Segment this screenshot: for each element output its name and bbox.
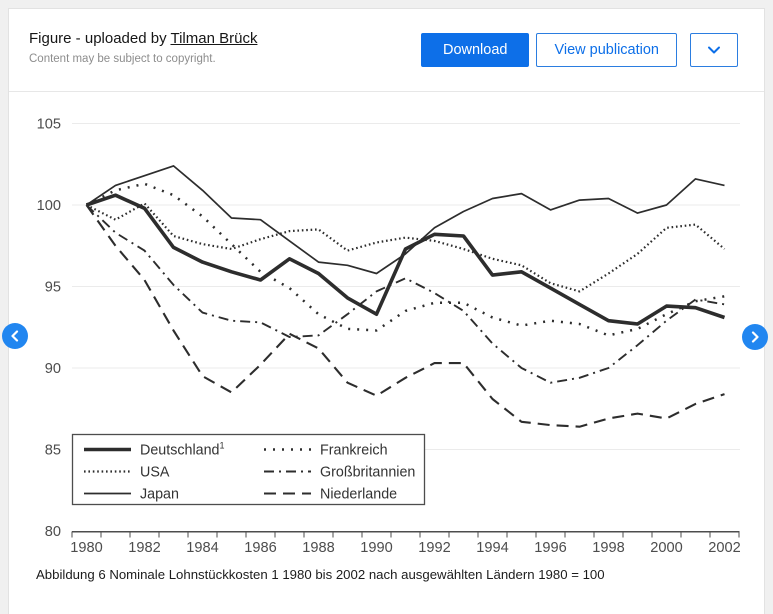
copyright-notice: Content may be subject to copyright.: [29, 53, 216, 65]
more-options-button[interactable]: [690, 33, 738, 67]
x-tick-label-1994: 1994: [476, 540, 508, 556]
y-tick-label-85: 85: [45, 443, 61, 459]
prev-figure-button[interactable]: [2, 323, 28, 349]
x-tick-label-1988: 1988: [302, 540, 334, 556]
unit-labour-cost-line-chart: 80 85 90 95 100 105 1980 1982 1984 1986 1988 1990 19…: [37, 117, 741, 557]
figure-card: Figure - uploaded by Tilman Brück Conten…: [8, 8, 765, 614]
series-line-Deutschland: [85, 193, 726, 326]
figure-caption: Abbildung 6 Nominale Lohnstückkosten 1 1…: [36, 567, 605, 582]
view-publication-button[interactable]: View publication: [536, 33, 677, 67]
x-tick-label-1998: 1998: [592, 540, 624, 556]
y-tick-label-105: 105: [37, 117, 61, 133]
legend-label-USA: USA: [140, 465, 170, 481]
y-tick-label-80: 80: [45, 524, 61, 540]
y-tick-label-100: 100: [37, 198, 61, 214]
legend-box: [71, 433, 426, 506]
figure-title: Figure - uploaded by Tilman Brück: [29, 29, 257, 49]
x-tick-label-1996: 1996: [534, 540, 566, 556]
x-tick-label-1990: 1990: [360, 540, 392, 556]
series-line-Frankreich: [85, 182, 725, 337]
x-tick-label-1984: 1984: [186, 540, 218, 556]
figure-header-text: Figure - uploaded by Tilman Brück Conten…: [29, 29, 257, 65]
figure-title-prefix: Figure - uploaded by: [29, 30, 171, 47]
legend-label-Japan: Japan: [140, 487, 179, 503]
x-tick-label-1982: 1982: [128, 540, 160, 556]
legend: Deutschland1 USA Japan Frankreich Großbritan…: [71, 433, 426, 506]
chevron-down-icon: [708, 46, 720, 54]
legend-label-Frankreich: Frankreich: [320, 443, 388, 459]
legend-label-Niederlande: Niederlande: [320, 487, 397, 503]
legend-label-Deutschland: Deutschland1: [140, 441, 225, 459]
series-line-Großbritannien: [85, 204, 725, 384]
download-button[interactable]: Download: [420, 33, 530, 67]
x-tick-label-2000: 2000: [650, 540, 682, 556]
figure-header: Figure - uploaded by Tilman Brück Conten…: [9, 9, 764, 92]
series-line-Niederlande: [85, 204, 725, 428]
header-actions: Download View publication: [420, 33, 738, 67]
next-figure-button[interactable]: [742, 324, 768, 350]
x-tick-label-1992: 1992: [418, 540, 450, 556]
chevron-right-icon: [751, 331, 759, 343]
x-tick-label-1986: 1986: [244, 540, 276, 556]
uploader-link[interactable]: Tilman Brück: [170, 30, 258, 47]
series-line-Japan: [86, 165, 725, 275]
x-tick-label-2002: 2002: [708, 540, 740, 556]
legend-label-Großbritannien: Großbritannien: [320, 465, 415, 481]
y-tick-label-95: 95: [45, 280, 61, 296]
figure-area: 80 85 90 95 100 105 1980 1982 1984 1986 1988 1990 19…: [9, 92, 764, 583]
y-tick-label-90: 90: [45, 361, 61, 377]
x-tick-label-1980: 1980: [70, 540, 102, 556]
chevron-left-icon: [11, 330, 19, 342]
